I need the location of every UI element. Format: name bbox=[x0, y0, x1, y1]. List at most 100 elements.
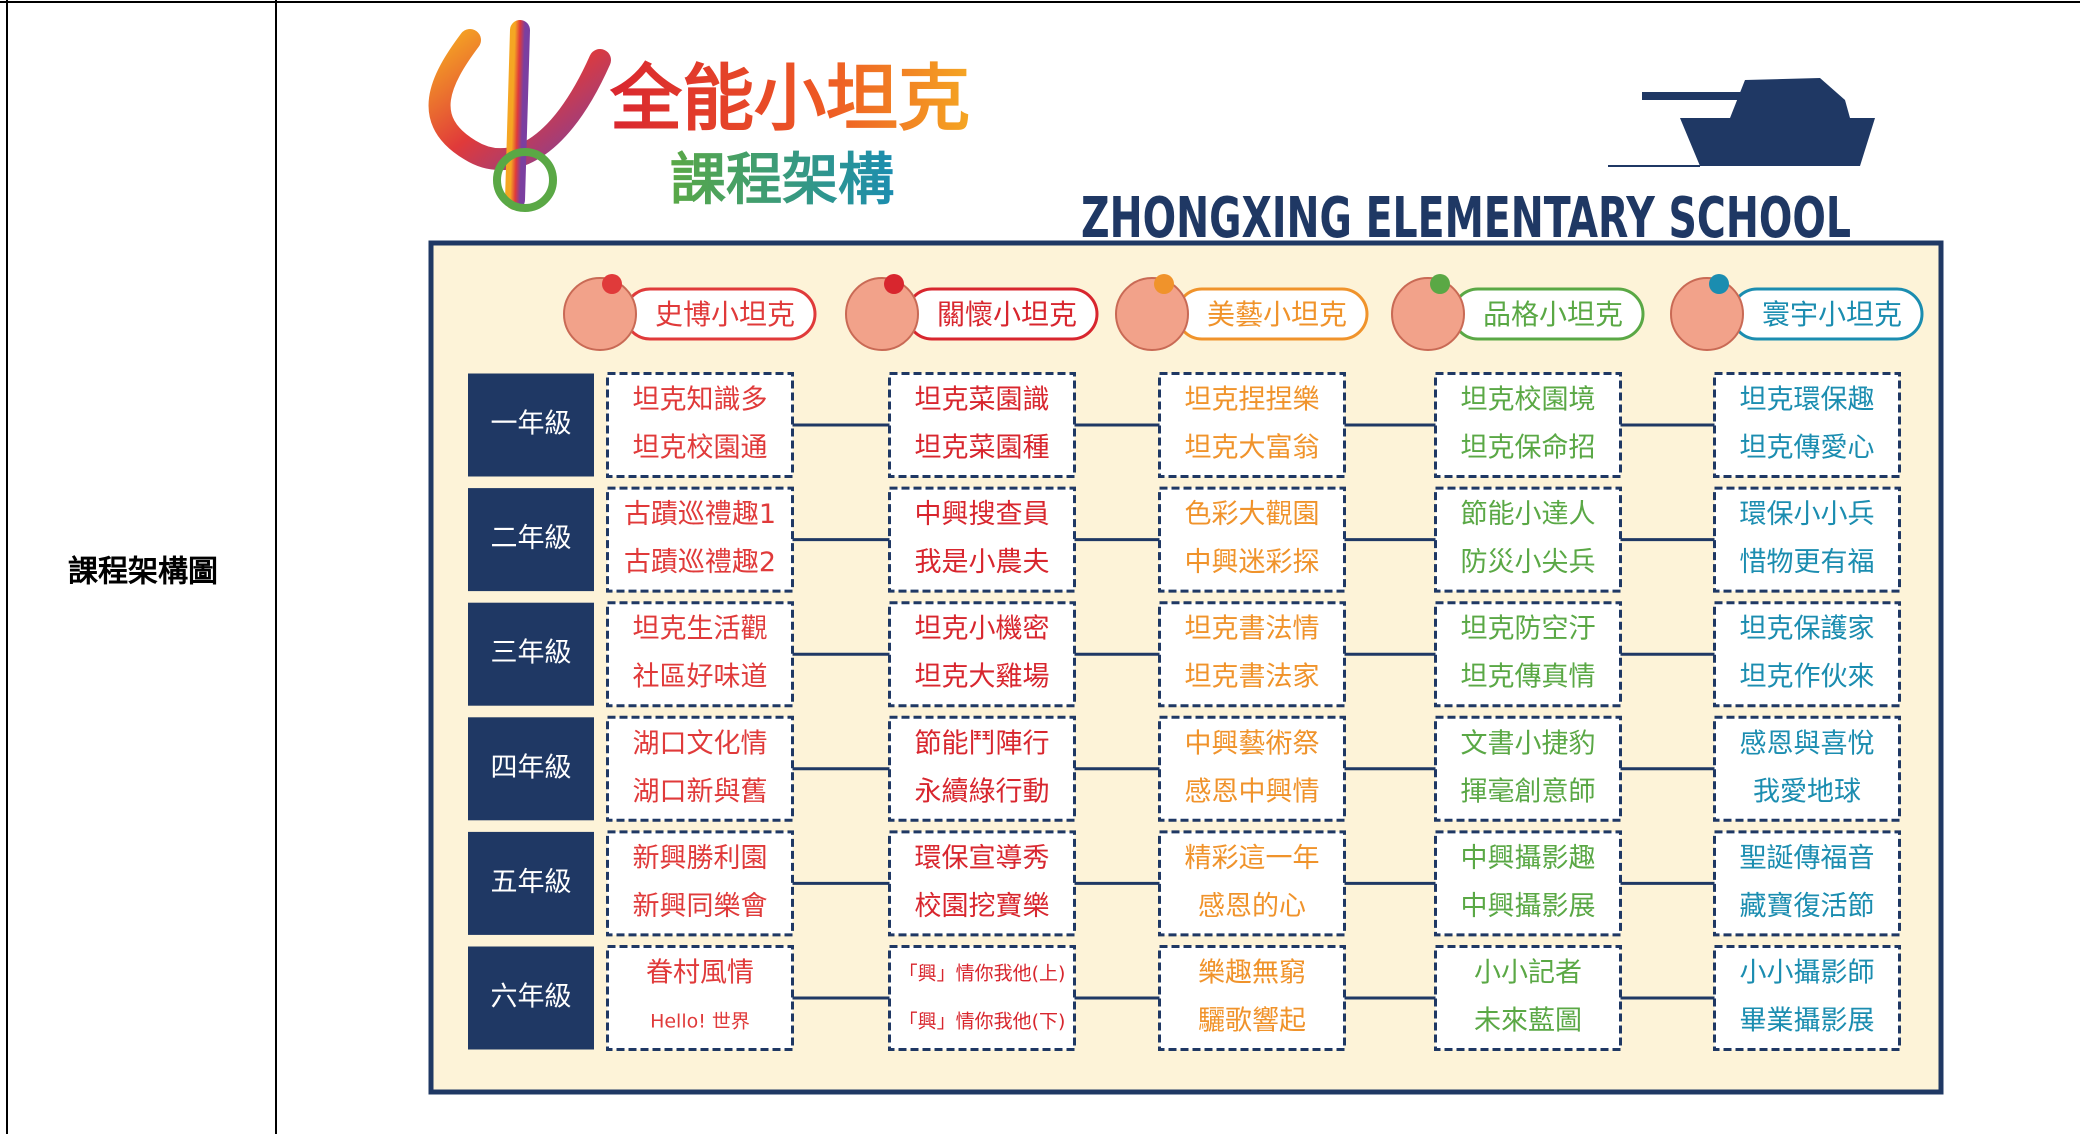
grade-box bbox=[468, 717, 594, 821]
course-name: 感恩中興情 bbox=[1185, 776, 1320, 807]
track-name: 美藝小坦克 bbox=[1207, 298, 1347, 331]
course-name: 坦克保護家 bbox=[1740, 614, 1875, 645]
course-box bbox=[1713, 830, 1901, 937]
course-name: 湖口新與舊 bbox=[633, 776, 768, 807]
course-name: 新興同樂會 bbox=[633, 891, 768, 922]
course-name: 坦克書法情 bbox=[1185, 614, 1320, 645]
row-label: 課程架構圖 bbox=[68, 555, 218, 590]
track-mascot bbox=[845, 277, 919, 351]
course-box bbox=[1713, 945, 1901, 1051]
course-name: 精彩這一年 bbox=[1185, 843, 1320, 874]
course-box bbox=[888, 486, 1076, 593]
course-box bbox=[888, 715, 1076, 822]
diagram-subtitle: 課程架構 bbox=[670, 148, 894, 213]
course-name: 坦克小機密 bbox=[915, 614, 1050, 645]
grade-box bbox=[468, 946, 594, 1050]
course-name: 感恩的心 bbox=[1198, 891, 1306, 922]
course-name: 環保宣導秀 bbox=[915, 843, 1050, 874]
course-name: 坦克防空汙 bbox=[1461, 614, 1596, 645]
grade-label: 五年級 bbox=[491, 867, 572, 898]
tank-icon bbox=[1608, 78, 1875, 167]
course-name: Hello! 世界 bbox=[650, 1011, 750, 1033]
track-name: 史博小坦克 bbox=[655, 298, 795, 331]
course-box bbox=[606, 372, 794, 478]
course-box bbox=[1158, 486, 1346, 593]
grade-box bbox=[468, 831, 594, 935]
course-box bbox=[1713, 715, 1901, 822]
course-name: 坦克大雞場 bbox=[915, 662, 1050, 693]
logo bbox=[428, 20, 611, 212]
course-name: 中興攝影展 bbox=[1461, 891, 1596, 922]
course-name: 節能鬥陣行 bbox=[915, 728, 1050, 759]
course-box bbox=[1434, 945, 1622, 1051]
course-name: 坦克菜園種 bbox=[915, 433, 1050, 464]
course-box bbox=[888, 830, 1076, 937]
course-name: 畢業攝影展 bbox=[1740, 1006, 1875, 1037]
grade-label: 二年級 bbox=[491, 523, 572, 554]
diagram-content: 史博小坦克 關懷小坦克 美藝小坦克 品格小坦克 寰宇小坦克一年級坦克知識多坦克校園通坦克… bbox=[468, 274, 1924, 1051]
course-box bbox=[1158, 830, 1346, 937]
course-name: 聖誕傳福音 bbox=[1740, 843, 1875, 874]
track-mascot-bow bbox=[1709, 274, 1729, 294]
course-box bbox=[888, 945, 1076, 1051]
course-name: 坦克書法家 bbox=[1185, 662, 1320, 693]
course-name: 驪歌響起 bbox=[1198, 1006, 1306, 1037]
course-name: 坦克作伙來 bbox=[1740, 662, 1875, 693]
course-box bbox=[1434, 372, 1622, 478]
course-box bbox=[1434, 486, 1622, 593]
course-box bbox=[1158, 715, 1346, 822]
course-name: 古蹟巡禮趣1 bbox=[624, 499, 776, 530]
course-box bbox=[888, 372, 1076, 478]
course-name: 新興勝利園 bbox=[633, 843, 768, 874]
course-box bbox=[1713, 372, 1901, 478]
track-name: 品格小坦克 bbox=[1483, 298, 1623, 331]
diagram-title: 全能小坦克 bbox=[609, 57, 970, 141]
track-mascot bbox=[1670, 277, 1744, 351]
course-box bbox=[606, 830, 794, 937]
course-name: 坦克知識多 bbox=[633, 385, 768, 416]
course-name: 坦克傳真情 bbox=[1461, 662, 1596, 693]
course-name: 中興搜查員 bbox=[915, 499, 1050, 530]
course-name: 坦克保命招 bbox=[1461, 433, 1596, 464]
course-box bbox=[606, 601, 794, 708]
course-box bbox=[1158, 601, 1346, 708]
course-name: 坦克校園境 bbox=[1461, 385, 1596, 416]
grade-label: 六年級 bbox=[491, 982, 572, 1013]
course-name: 我是小農夫 bbox=[915, 547, 1050, 578]
course-name: 藏寶復活節 bbox=[1740, 891, 1875, 922]
course-name: 樂趣無窮 bbox=[1198, 958, 1306, 989]
course-name: 永續綠行動 bbox=[915, 776, 1050, 807]
track-mascot bbox=[1115, 277, 1189, 351]
course-name: 湖口文化情 bbox=[633, 728, 768, 759]
course-name: 感恩與喜悅 bbox=[1740, 728, 1875, 759]
course-name: 「興」情你我他(上) bbox=[899, 963, 1066, 985]
track-name: 關懷小坦克 bbox=[937, 298, 1077, 331]
course-name: 坦克捏捏樂 bbox=[1185, 385, 1320, 416]
school-name: ZHONGXING ELEMENTARY SCHOOL bbox=[1081, 186, 1851, 251]
course-box bbox=[1713, 486, 1901, 593]
grade-box bbox=[468, 488, 594, 592]
track-mascot-bow bbox=[1154, 274, 1174, 294]
course-box bbox=[1158, 945, 1346, 1051]
course-box bbox=[606, 486, 794, 593]
course-name: 小小攝影師 bbox=[1740, 958, 1875, 989]
track-mascot-bow bbox=[602, 274, 622, 294]
course-name: 坦克生活觀 bbox=[633, 614, 768, 645]
course-name: 惜物更有福 bbox=[1740, 547, 1875, 578]
course-name: 古蹟巡禮趣2 bbox=[624, 547, 776, 578]
course-name: 揮毫創意師 bbox=[1461, 776, 1596, 807]
course-box bbox=[1158, 372, 1346, 478]
course-name: 中興迷彩探 bbox=[1185, 547, 1320, 578]
course-name: 社區好味道 bbox=[633, 662, 768, 693]
course-name: 小小記者 bbox=[1474, 958, 1582, 989]
course-box bbox=[1713, 601, 1901, 708]
course-name: 「興」情你我他(下) bbox=[899, 1011, 1066, 1033]
grade-label: 一年級 bbox=[491, 409, 572, 440]
course-name: 坦克傳愛心 bbox=[1740, 433, 1875, 464]
course-name: 文書小捷豹 bbox=[1461, 728, 1596, 759]
grade-label: 四年級 bbox=[491, 752, 572, 783]
course-box bbox=[888, 601, 1076, 708]
grade-box bbox=[468, 373, 594, 477]
track-mascot-bow bbox=[1430, 274, 1450, 294]
